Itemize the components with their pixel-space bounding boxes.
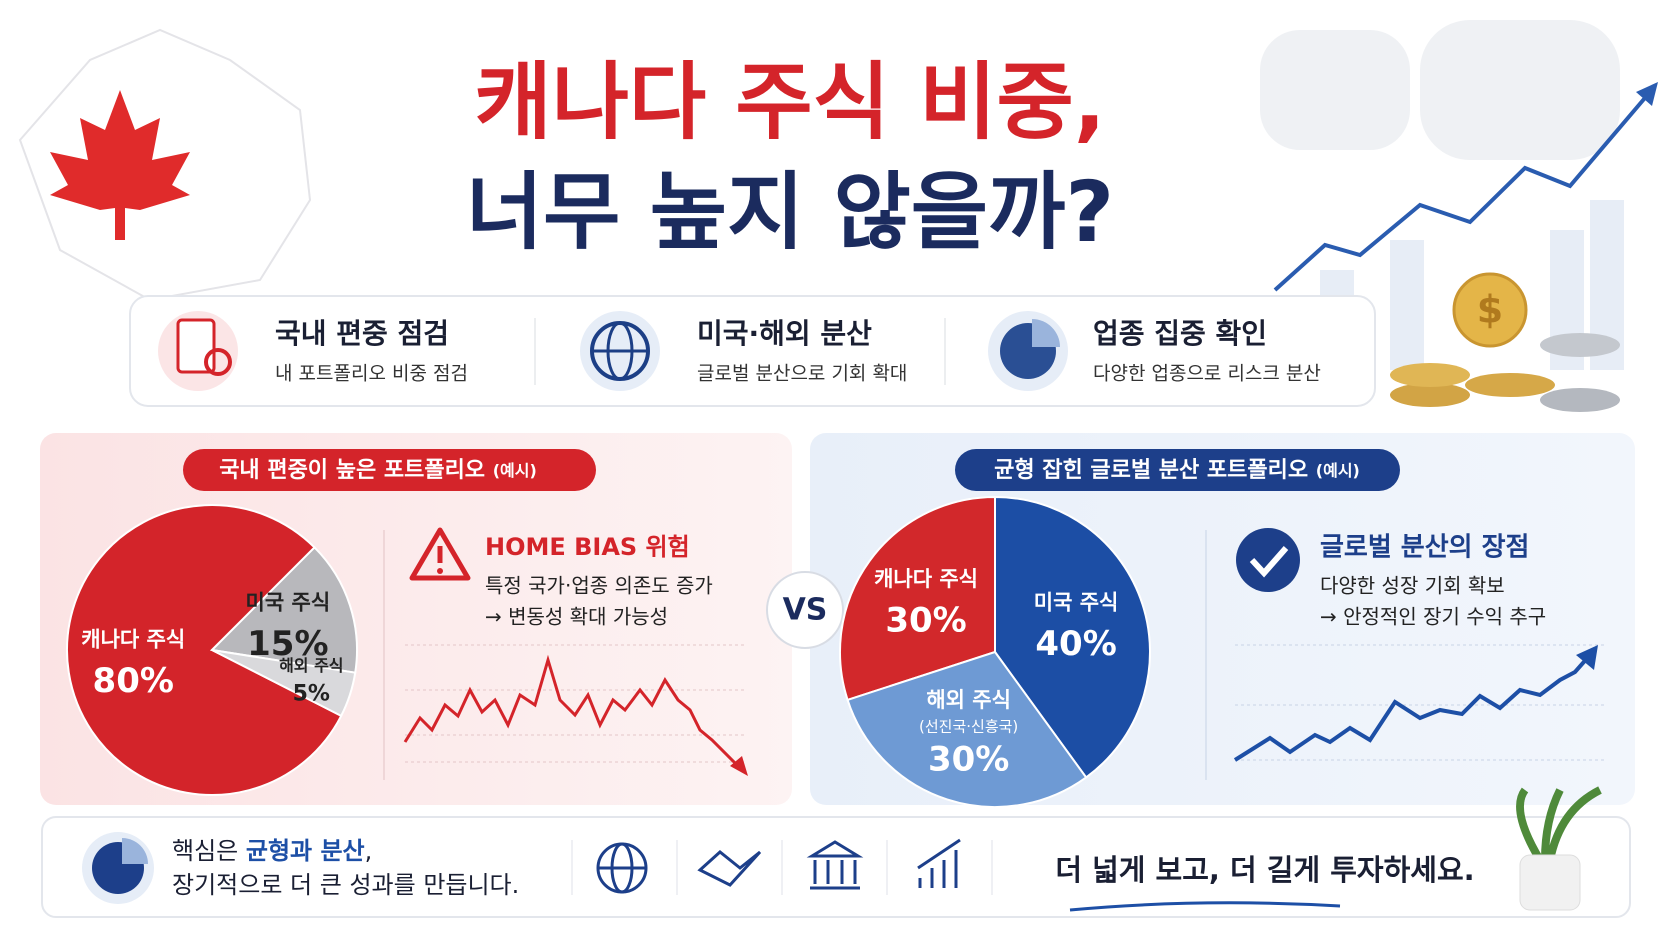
sketch-arrow (730, 756, 748, 776)
title-line-1: 캐나다 주식 비중, (474, 53, 1105, 151)
heading-text: 균형 잡힌 글로벌 분산 포트폴리오 (994, 458, 1308, 483)
point-line: 특정 국가·업종 의존도 증가 (485, 574, 713, 598)
checklist-icon (176, 318, 216, 374)
heading-note: (예시) (1316, 461, 1360, 480)
footer-icon (122, 838, 148, 864)
pie-slice (846, 650, 1088, 808)
point-line: → 안정적인 장기 수익 추구 (1320, 605, 1546, 629)
footer-line-1: 핵심은 균형과 분산, (172, 837, 372, 865)
footer-line-2: 장기적으로 더 큰 성과를 만듭니다. (172, 871, 519, 899)
feature-title: 업종 집중 확인 (1093, 317, 1267, 350)
footer-icons (596, 838, 961, 894)
slice-category: 캐나다 주식 (874, 567, 978, 591)
footer-bar (41, 816, 1631, 918)
slice-category: 해외 주식 (279, 656, 343, 675)
slice-value-label: 5% (293, 681, 330, 706)
world-dots (1260, 20, 1620, 160)
plant (1516, 786, 1602, 863)
left-heading: 국내 편중이 높은 포트폴리오 (예시) (219, 458, 537, 483)
slice-category: 캐나다 주식 (81, 627, 185, 651)
point-line: → 변동성 확대 가능성 (485, 605, 668, 629)
right-heading-pill (955, 449, 1400, 491)
warning-icon (437, 568, 443, 574)
footer-text: 핵심은 (172, 837, 246, 865)
growth-decoration: $ (1273, 82, 1658, 412)
pie-slice (839, 495, 996, 702)
footer-dividers (571, 840, 993, 895)
maple-leaf (50, 90, 190, 240)
check-icon (1236, 528, 1300, 592)
feature-bar (129, 295, 1376, 407)
sketch-grid (405, 644, 745, 763)
pie-slice (66, 504, 343, 796)
plant-pot (1519, 854, 1581, 911)
pie-slice (211, 649, 357, 718)
point-title: 글로벌 분산의 장점 (1320, 533, 1529, 563)
sketch-line (1233, 653, 1592, 762)
vs-text: VS (783, 593, 828, 628)
sketch-line (403, 654, 742, 770)
sketch-grid (1235, 644, 1605, 761)
title-line-2: 너무 높지 않을까? (466, 163, 1114, 261)
feature-title: 국내 편중 점검 (275, 317, 449, 350)
map-outline (18, 28, 312, 302)
point-line: 다양한 성장 기회 확보 (1320, 574, 1505, 598)
slice-category: 해외 주식 (926, 688, 1011, 712)
check-icon (1249, 546, 1289, 578)
feature-subtitle: 내 포트폴리오 비중 점검 (275, 363, 468, 385)
footer-slogan: 더 넓게 보고, 더 길게 투자하세요. (1055, 853, 1474, 887)
pie-slice (209, 546, 358, 674)
slice-category: 미국 주식 (1034, 591, 1119, 615)
slice-note: (선진국·신흥국) (919, 718, 1018, 736)
feature-subtitle: 글로벌 분산으로 기회 확대 (697, 363, 907, 385)
slice-value-label: 30% (885, 600, 966, 640)
point-title: HOME BIAS 위험 (485, 533, 690, 561)
warning-icon (409, 527, 471, 581)
right-heading: 균형 잡힌 글로벌 분산 포트폴리오 (예시) (994, 458, 1360, 483)
checklist-icon (204, 348, 232, 376)
heading-text: 국내 편중이 높은 포트폴리오 (219, 458, 485, 483)
slogan-underline (1069, 901, 1341, 912)
feature-subtitle: 다양한 업종으로 리스크 분산 (1093, 363, 1321, 385)
slice-category: 미국 주식 (246, 590, 331, 614)
heading-note: (예시) (493, 461, 537, 480)
slice-value-label: 80% (93, 661, 174, 701)
vs-badge (766, 571, 844, 649)
footer-text: , (365, 837, 373, 865)
footer-highlight: 균형과 분산 (246, 837, 365, 865)
sketch-arrow (1576, 645, 1598, 670)
svg-text:$: $ (1477, 288, 1503, 332)
feature-title: 미국·해외 분산 (697, 317, 872, 350)
slice-value-label: 40% (1035, 624, 1116, 664)
pie-slice (994, 495, 1151, 779)
pie-icon (1032, 319, 1060, 347)
slice-value-label: 30% (928, 740, 1009, 780)
left-heading-pill (183, 449, 596, 491)
